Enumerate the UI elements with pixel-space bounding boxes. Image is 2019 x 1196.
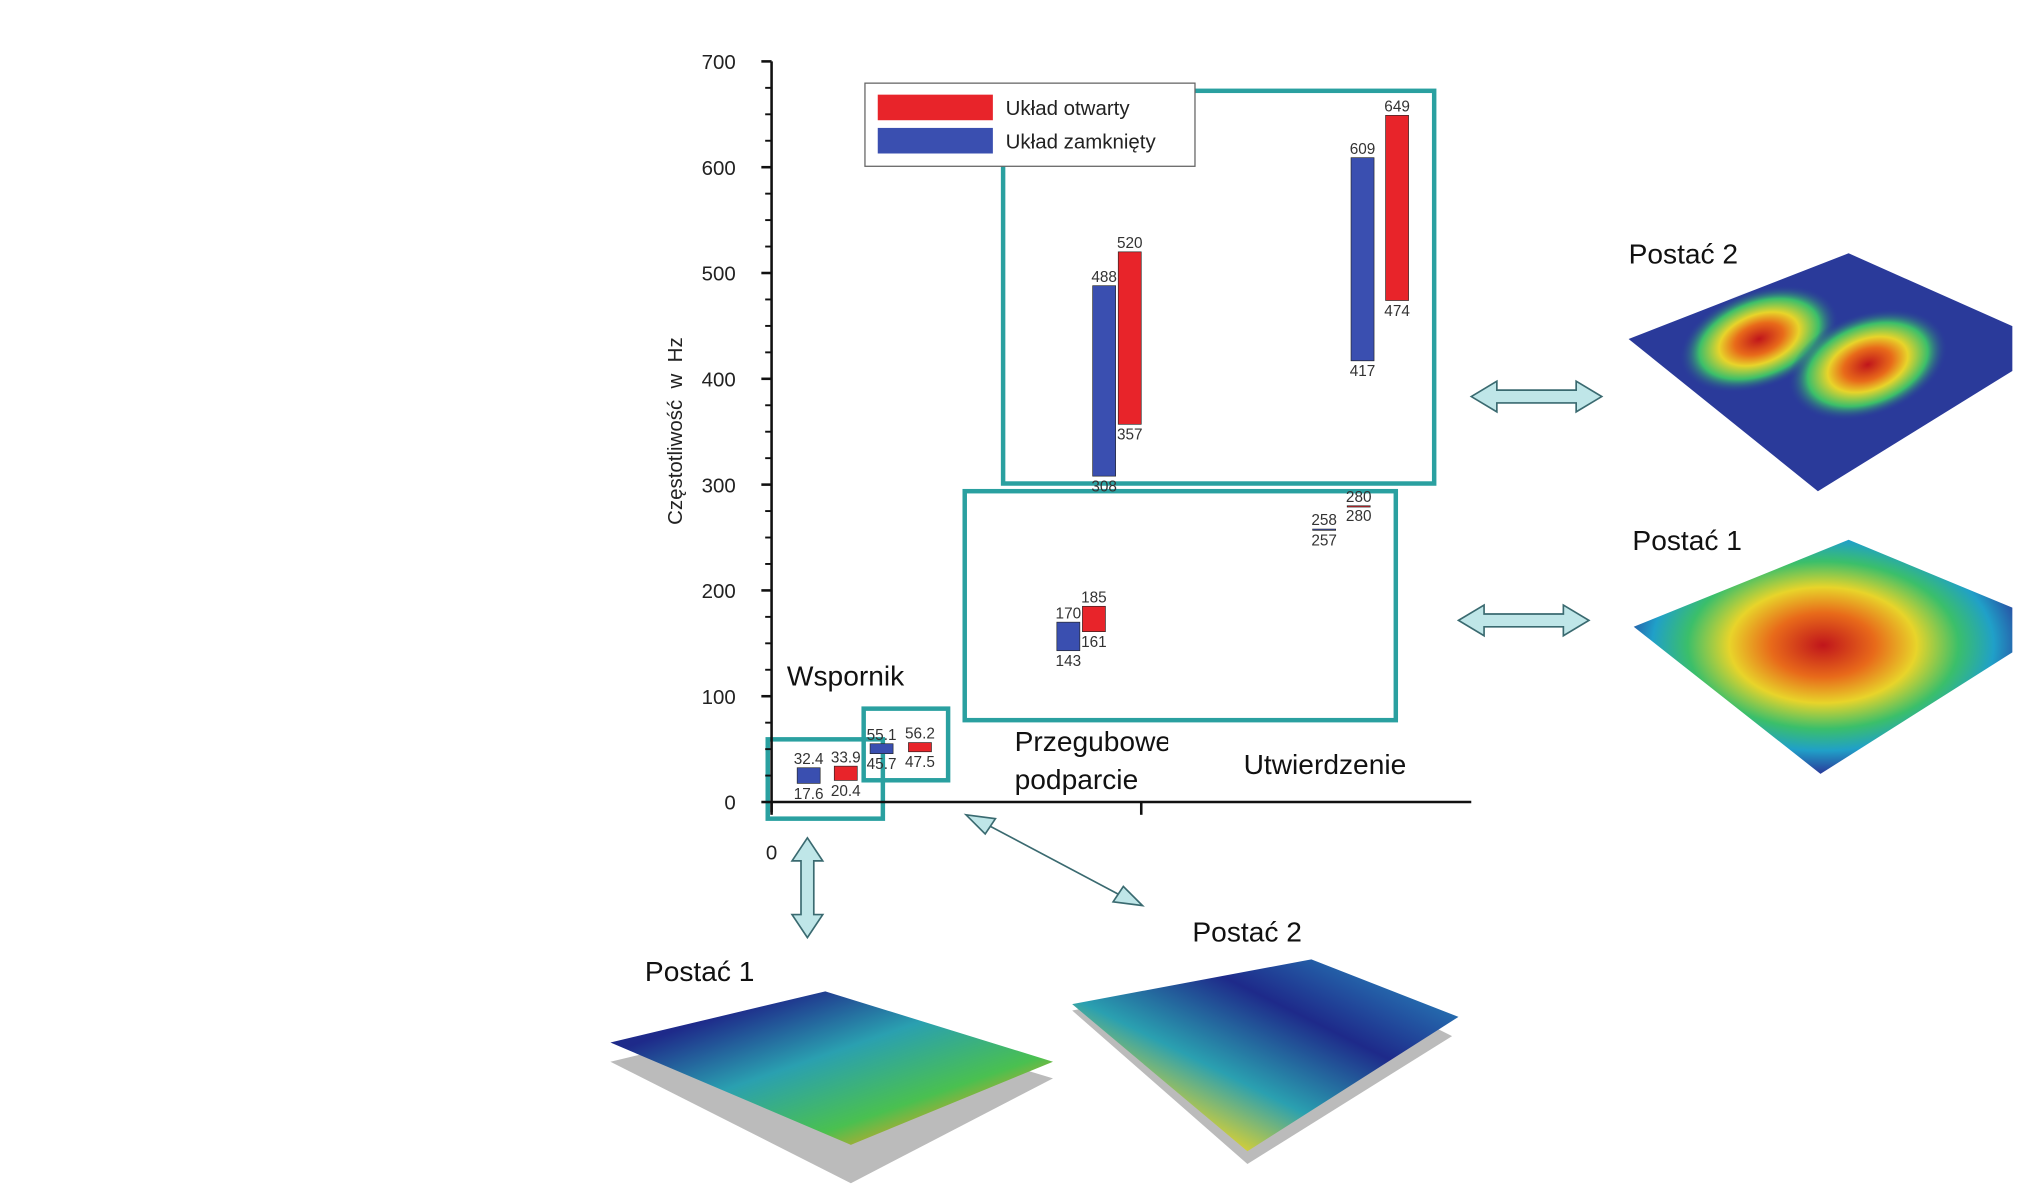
data-label-low: 47.5 (905, 754, 935, 771)
x-tick-label: 0 (766, 842, 777, 865)
y-tick-label: 100 (702, 686, 736, 709)
category-label-box: Utwierdzenie (1244, 746, 1449, 836)
image-caption: Postać 1 (1632, 525, 1741, 556)
data-label-high: 55.1 (867, 727, 897, 744)
page: {"chart_data":{"type":"range-bar", "y_la… (0, 0, 2019, 1196)
range-bar (834, 766, 857, 780)
legend-label: Układ otwarty (1006, 97, 1131, 120)
category-label-box: Przegubowe podparcie (1015, 723, 1168, 813)
y-tick-label: 700 (702, 51, 736, 74)
legend-swatch (878, 128, 993, 154)
data-label-high: 280 (1346, 489, 1372, 506)
arrow (792, 838, 823, 938)
image-caption: Postać 1 (645, 956, 754, 987)
legend-label: Układ zamknięty (1006, 130, 1157, 153)
arrow (1458, 605, 1588, 636)
data-label-high: 33.9 (831, 749, 861, 766)
range-bar (1057, 622, 1080, 651)
data-label-low: 45.7 (867, 756, 897, 773)
arrow (966, 815, 1143, 906)
data-label-high: 488 (1091, 269, 1117, 286)
y-tick-label: 600 (702, 157, 736, 180)
range-bar (1351, 158, 1374, 361)
data-label-low: 357 (1117, 427, 1143, 444)
arrow (1471, 381, 1601, 412)
data-label-high: 185 (1081, 589, 1107, 606)
y-tick-label: 500 (702, 263, 736, 286)
data-label-low: 257 (1311, 532, 1337, 549)
range-bar (1093, 286, 1116, 476)
y-tick-label: 0 (724, 792, 735, 815)
data-label-high: 32.4 (794, 751, 824, 768)
data-label-low: 20.4 (831, 783, 861, 800)
legend-swatch (878, 95, 993, 121)
data-label-low: 17.6 (794, 786, 824, 803)
range-bar (1082, 606, 1105, 631)
range-bar (1347, 506, 1370, 507)
image-caption: Postać 2 (1629, 239, 1738, 270)
figure: Układ otwarty Układ zamknięty 0 100 200 300 4… (0, 0, 2019, 1196)
data-label-low: 417 (1350, 363, 1376, 380)
data-label-high: 609 (1350, 141, 1376, 158)
range-bar (1118, 252, 1141, 424)
data-label-high: 258 (1311, 512, 1337, 529)
y-tick-label: 300 (702, 474, 736, 497)
data-label-high: 170 (1056, 605, 1082, 622)
data-label-low: 161 (1081, 634, 1107, 651)
data-label-high: 520 (1117, 235, 1143, 252)
category-label: Utwierdzenie (1244, 746, 1449, 784)
range-bar (797, 768, 820, 784)
range-bar (1313, 529, 1336, 530)
range-bar (908, 743, 931, 752)
data-label-low: 280 (1346, 508, 1372, 525)
data-label-high: 649 (1384, 99, 1410, 116)
y-tick-label: 200 (702, 580, 736, 603)
y-tick-label: 400 (702, 368, 736, 391)
image-caption: Postać 2 (1192, 916, 1301, 947)
range-bar (870, 744, 893, 754)
y-axis-label: Częstotliwość w Hz (664, 337, 687, 525)
category-label: Przegubowe podparcie (1015, 723, 1168, 800)
range-bar (1386, 115, 1409, 300)
legend: Układ otwarty Układ zamknięty (865, 83, 1195, 166)
data-label-low: 474 (1384, 303, 1410, 320)
data-label-low: 143 (1056, 653, 1082, 670)
data-label-low: 308 (1091, 478, 1117, 495)
category-label: Wspornik (787, 657, 1004, 695)
data-label-high: 56.2 (905, 726, 935, 743)
